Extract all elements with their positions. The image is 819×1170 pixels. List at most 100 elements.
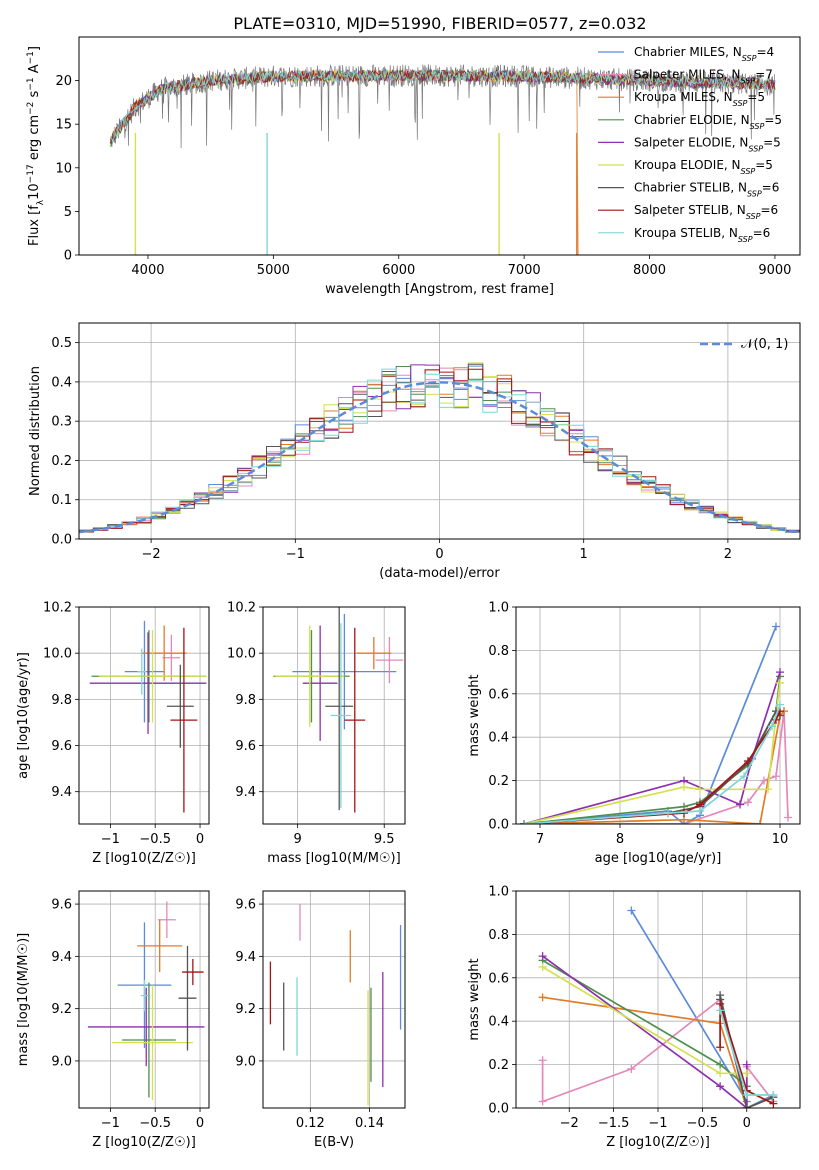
y-tick-label: 0.5 <box>51 336 72 351</box>
x-axis-label: Z [log10(Z/Z☉)] <box>606 1135 710 1150</box>
y-tick-label: 0.8 <box>488 644 509 659</box>
legend-entry: Salpeter ELODIE, NSSP=5 <box>634 135 781 153</box>
x-tick-label: −0.5 <box>687 1116 719 1131</box>
legend-entry: Salpeter STELIB, NSSP=6 <box>634 203 778 221</box>
data-point-marker <box>538 1097 547 1106</box>
x-tick-label: 0.12 <box>296 1116 325 1131</box>
y-tick-label: 9.6 <box>51 739 72 754</box>
x-tick-label: 1 <box>580 547 588 562</box>
gaussian-curve <box>79 381 800 534</box>
y-tick-label: 0.0 <box>488 818 509 833</box>
data-point-marker <box>627 1064 636 1073</box>
data-point-marker <box>538 962 547 971</box>
data-point-marker <box>680 783 688 792</box>
plot-area <box>520 622 792 824</box>
y-tick-label: 9.6 <box>51 898 72 913</box>
data-point-marker <box>744 798 752 807</box>
x-tick-label: 7 <box>536 832 544 847</box>
y-axis-label: Normed distribution <box>28 366 43 496</box>
plot-area <box>89 620 207 813</box>
plot-area <box>538 906 778 1108</box>
chart-3: 9 9.5 9.4 9.6 9.8 10.0 10.2 mass [log10(M/M☉)] <box>227 601 406 866</box>
y-tick-label: 9.6 <box>235 898 256 913</box>
y-tick-label: 0.2 <box>488 774 509 789</box>
legend-entry: Chabrier STELIB, NSSP=6 <box>634 181 779 199</box>
y-tick-label: 0.6 <box>488 971 509 986</box>
axes-frame <box>78 322 801 540</box>
data-point-marker <box>716 1069 725 1078</box>
figure-title: PLATE=0310, MJD=51990, FIBERID=0577, z=0… <box>233 14 646 33</box>
x-tick-label: −1 <box>286 547 305 562</box>
y-tick-label: 9.2 <box>235 1002 256 1017</box>
x-axis-label: age [log10(age/yr)] <box>595 851 722 866</box>
x-axis-label: Z [log10(Z/Z☉)] <box>92 1135 196 1150</box>
plot-area <box>269 904 402 1106</box>
y-tick-label: 9.4 <box>235 950 256 965</box>
y-tick-label: 1.0 <box>488 601 509 616</box>
data-point-marker <box>744 757 752 766</box>
y-tick-label: 0.4 <box>51 375 72 390</box>
y-tick-label: 9.2 <box>51 1002 72 1017</box>
x-tick-label: −2 <box>142 547 161 562</box>
data-point-marker <box>742 1090 751 1099</box>
y-tick-label: 0.0 <box>51 533 72 548</box>
data-point-marker <box>627 906 636 915</box>
legend-entry: 𝒩(0, 1) <box>741 337 788 352</box>
chart-4: 7 8 9 10 0.0 0.2 0.4 0.6 0.8 1.0 age [log10(age/yr… <box>467 601 801 866</box>
y-tick-label: 9.8 <box>235 693 256 708</box>
y-tick-label: 0.0 <box>488 1102 509 1117</box>
y-tick-label: 0 <box>64 249 72 264</box>
y-tick-label: 0.1 <box>51 493 72 508</box>
legend-entry: Chabrier MILES, NSSP=4 <box>634 45 774 63</box>
plot-area <box>109 64 776 255</box>
data-point-marker <box>760 776 768 785</box>
x-tick-label: 0 <box>743 1116 751 1131</box>
data-point-marker <box>520 820 528 824</box>
legend-entry: Chabrier ELODIE, NSSP=5 <box>634 113 782 131</box>
axes-frame <box>78 606 210 825</box>
data-point-marker <box>716 1060 725 1069</box>
data-point-marker <box>742 1104 751 1108</box>
y-tick-label: 9.4 <box>235 785 256 800</box>
data-point-marker <box>769 1099 778 1108</box>
y-axis-label: age [log10(age/yr)] <box>16 652 31 779</box>
data-point-marker <box>742 1060 751 1069</box>
x-tick-label: 7000 <box>508 263 541 278</box>
legend-entry: Kroupa ELODIE, NSSP=5 <box>634 158 773 176</box>
y-tick-label: 10 <box>55 161 72 176</box>
data-point-marker <box>768 722 776 731</box>
model-spectrum-line <box>109 68 776 144</box>
x-tick-label: 10 <box>772 832 789 847</box>
legend-entry: Kroupa STELIB, NSSP=6 <box>634 226 770 244</box>
y-tick-label: 0.2 <box>51 454 72 469</box>
x-tick-label: 4000 <box>131 263 164 278</box>
x-tick-label: 5000 <box>257 263 290 278</box>
data-point-marker <box>764 785 772 794</box>
legend-entry: Kroupa MILES, NSSP=5 <box>634 90 765 108</box>
data-point-marker <box>772 622 780 631</box>
data-point-marker <box>716 1043 725 1052</box>
chart-2: −1 −0.5 0 9.4 9.6 9.8 10.0 10.2 Z [log10(Z/Z☉)] a… <box>16 601 210 866</box>
axes-frame <box>515 890 801 1109</box>
data-point-marker <box>696 785 704 794</box>
y-tick-label: 0.4 <box>488 1015 509 1030</box>
mass-weight-line <box>523 710 781 824</box>
x-tick-label: 2 <box>724 547 732 562</box>
y-tick-label: 15 <box>55 118 72 133</box>
data-point-marker <box>736 800 744 809</box>
plot-area <box>87 901 205 1101</box>
y-tick-label: 0.8 <box>488 928 509 943</box>
chart-6: 0.12 0.14 9.0 9.2 9.4 9.6 E(B-V) <box>235 890 406 1150</box>
mass-weight-line <box>523 704 781 824</box>
y-axis-label: mass weight <box>467 674 482 756</box>
data-point-marker <box>776 700 784 709</box>
x-axis-label: Z [log10(Z/Z☉)] <box>92 851 196 866</box>
axes-frame <box>515 606 801 825</box>
x-tick-label: −1 <box>648 1116 667 1131</box>
data-point-marker <box>784 813 792 822</box>
y-tick-label: 9.0 <box>51 1054 72 1069</box>
x-tick-label: 9000 <box>758 263 791 278</box>
x-tick-label: −0.5 <box>139 832 171 847</box>
mass-weight-line <box>523 626 777 824</box>
plot-area <box>79 362 800 534</box>
